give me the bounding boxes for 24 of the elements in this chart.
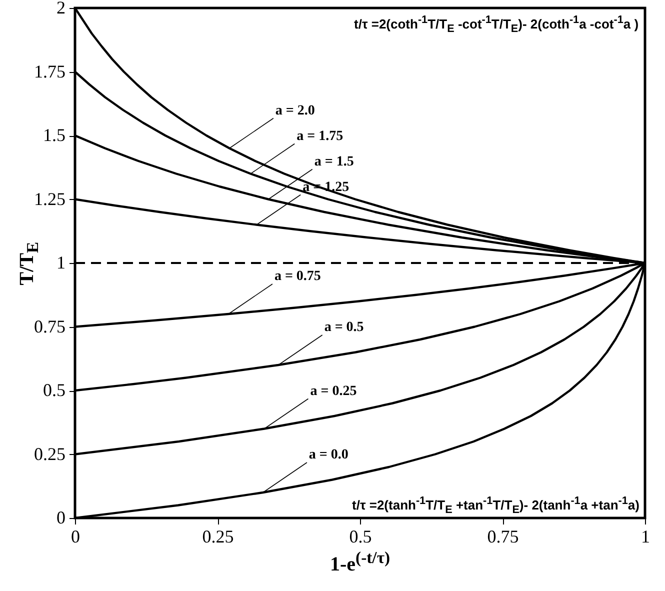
- x-tick-label: 0.5: [349, 526, 372, 546]
- annotation: a = 0.0: [308, 448, 348, 462]
- annotation: a = 2.0: [275, 103, 315, 118]
- y-tick-label: 1: [56, 252, 66, 272]
- y-tick-label: 0.5: [43, 380, 66, 400]
- x-tick-label: 0.75: [487, 526, 519, 546]
- text: t/τ =2(coth$^{-1}$T/T$_{E}$ -cot$^{-1}$T/T$_{E}$)- 2(coth$^{-1}$a -cot$^{-1}$a ): [354, 14, 639, 35]
- text: t/τ =2(tanh$^{-1}$T/T$_{E}$ +tan$^{-1}$T/T$_{E}$)- 2(tanh$^{-1}$a +tan$^{-1}$a): [352, 495, 640, 516]
- y-tick-label: 1.5: [43, 125, 66, 145]
- x-tick-label: 0: [71, 526, 80, 546]
- annotation: a = 0.25: [310, 384, 357, 399]
- x-tick-label: 1: [641, 526, 650, 546]
- y-tick-label: 1.75: [34, 61, 66, 82]
- annotation: a = 1.5: [314, 154, 354, 170]
- y-tick-label: 2: [56, 0, 66, 18]
- x-axis-title: 1-e$^{(-t/τ)}$: [330, 548, 390, 577]
- y-tick-label: 1.25: [34, 188, 66, 209]
- x-tick-label: 0.25: [202, 526, 234, 546]
- annotation: a = 0.75: [274, 269, 321, 284]
- y-tick-label: 0: [56, 508, 66, 528]
- annotation: a = 1.75: [296, 128, 344, 144]
- annotation: a = 0.5: [324, 320, 364, 335]
- y-tick-label: 0.25: [34, 444, 66, 464]
- y-tick-label: 0.75: [34, 316, 66, 336]
